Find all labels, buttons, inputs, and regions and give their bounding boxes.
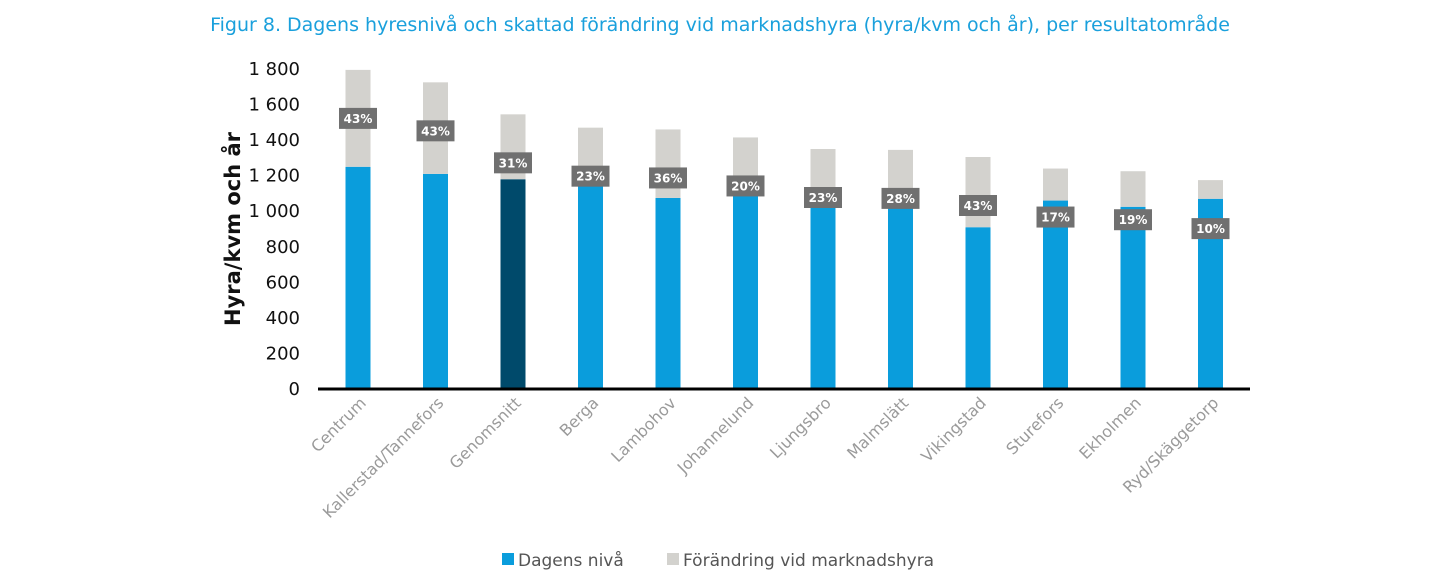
bar-market-change — [1120, 171, 1146, 207]
change-label-box — [339, 107, 377, 129]
legend-label-current: Dagens nivå — [518, 550, 624, 571]
bar-current-level — [810, 194, 836, 389]
x-tick-label: Ekholmen — [1075, 393, 1145, 463]
change-label-box — [494, 152, 532, 174]
legend-label-change: Förändring vid marknadshyra — [683, 551, 934, 571]
bar-current-level — [888, 202, 913, 389]
bar-market-change — [1198, 180, 1223, 199]
x-tick-label: Centrum — [307, 393, 370, 456]
x-tick-label: Johannelund — [673, 393, 757, 477]
x-tick-label: Lambohov — [607, 393, 680, 466]
change-label: 10% — [1196, 222, 1225, 236]
x-tick-label: Malmslätt — [843, 393, 912, 462]
bar-current-level — [345, 166, 371, 389]
bar-market-change — [810, 149, 836, 195]
bar-current-level — [1120, 206, 1146, 389]
change-label-box — [804, 187, 842, 208]
change-label: 28% — [886, 192, 915, 206]
bar-current-level — [733, 179, 758, 389]
y-axis: 0 200 400 600 800 1 000 1 200 1 400 1 600 1 800 — [248, 59, 300, 400]
y-axis-label: Hyra/kvm och år — [220, 131, 245, 326]
change-label: 43% — [964, 199, 993, 213]
change-label-box — [1036, 206, 1075, 228]
change-label-box — [571, 165, 610, 187]
y-tick-label: 800 — [266, 237, 300, 258]
bar-current-level — [500, 179, 526, 389]
change-label-box — [649, 167, 687, 189]
x-tick-label: Sturefors — [1002, 393, 1067, 458]
change-label: 20% — [731, 179, 760, 193]
x-tick-label: Ljungsbro — [766, 393, 835, 462]
y-tick-label: 0 — [289, 379, 300, 400]
change-label-box — [881, 187, 920, 209]
change-label: 17% — [1041, 211, 1070, 225]
legend-swatch-change — [667, 553, 679, 565]
change-label: 23% — [576, 170, 605, 184]
y-tick-label: 1 800 — [248, 59, 300, 80]
change-label-box — [959, 195, 997, 216]
x-tick-label: Berga — [556, 393, 603, 440]
change-label: 31% — [499, 156, 528, 170]
change-label-box — [1191, 218, 1230, 240]
change-label-box — [726, 175, 765, 197]
change-label: 36% — [654, 171, 683, 185]
bar-market-change — [733, 137, 758, 180]
y-tick-label: 1 200 — [248, 166, 300, 187]
y-tick-label: 200 — [266, 343, 300, 364]
bar-current-level — [578, 176, 603, 389]
bar-current-level — [1043, 200, 1068, 389]
x-tick-label: Genomsnitt — [445, 393, 524, 472]
bar-market-change — [1043, 168, 1068, 201]
bar-current-level — [965, 227, 991, 389]
change-label: 43% — [344, 112, 373, 126]
change-label: 43% — [421, 124, 450, 138]
y-tick-label: 1 000 — [248, 201, 300, 222]
y-tick-label: 400 — [266, 308, 300, 329]
y-tick-label: 1 400 — [248, 130, 300, 151]
change-label: 23% — [809, 191, 838, 205]
change-label-box — [416, 120, 455, 142]
legend-swatch-current — [502, 553, 514, 565]
chart-title: Figur 8. Dagens hyresnivå och skattad fö… — [210, 14, 1230, 36]
change-label-box — [1114, 209, 1152, 231]
x-tick-label: Vikingstad — [917, 393, 990, 466]
bar-current-level — [655, 197, 681, 389]
change-label: 19% — [1119, 213, 1148, 227]
y-tick-label: 600 — [266, 272, 300, 293]
bar-current-level — [423, 173, 448, 389]
y-tick-label: 1 600 — [248, 95, 300, 116]
bars: 43% 43% 31% 23% 36% 20% 23% 28% 43% 17% 19% 10% — [339, 69, 1230, 389]
legend: Dagens nivå Förändring vid marknadshyra — [502, 550, 934, 571]
bar-market-change — [965, 157, 991, 228]
